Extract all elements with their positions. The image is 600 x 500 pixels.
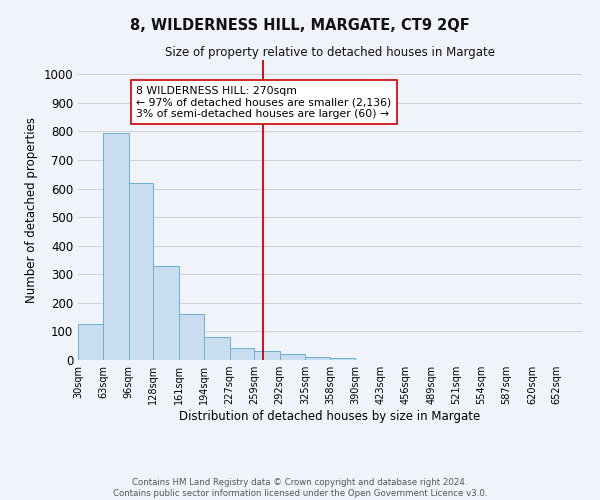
Text: 8 WILDERNESS HILL: 270sqm
← 97% of detached houses are smaller (2,136)
3% of sem: 8 WILDERNESS HILL: 270sqm ← 97% of detac… [136, 86, 391, 118]
Bar [305, 357, 331, 360]
Bar [179, 314, 204, 360]
Y-axis label: Number of detached properties: Number of detached properties [25, 117, 38, 303]
Bar [103, 133, 129, 360]
Bar [129, 183, 154, 360]
Bar [78, 324, 103, 360]
Title: Size of property relative to detached houses in Margate: Size of property relative to detached ho… [165, 46, 495, 59]
Bar [230, 348, 254, 360]
Bar [331, 358, 355, 360]
Text: Contains HM Land Registry data © Crown copyright and database right 2024.
Contai: Contains HM Land Registry data © Crown c… [113, 478, 487, 498]
Bar [154, 266, 179, 360]
Bar [254, 352, 280, 360]
Text: 8, WILDERNESS HILL, MARGATE, CT9 2QF: 8, WILDERNESS HILL, MARGATE, CT9 2QF [130, 18, 470, 32]
Bar [280, 354, 305, 360]
Bar [204, 336, 230, 360]
X-axis label: Distribution of detached houses by size in Margate: Distribution of detached houses by size … [179, 410, 481, 423]
